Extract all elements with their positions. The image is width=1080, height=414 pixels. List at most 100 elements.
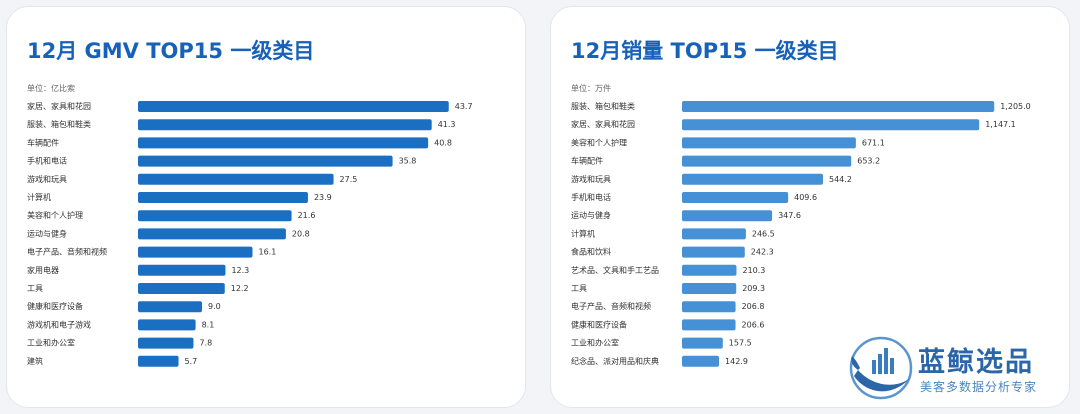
bar	[138, 119, 432, 131]
category-label: 车辆配件	[27, 137, 59, 147]
logo-name: 蓝鲸选品	[918, 347, 1034, 378]
value-label: 210.3	[742, 266, 765, 275]
category-label: 服装、箱包和鞋类	[571, 101, 635, 111]
bar	[682, 228, 746, 240]
category-label: 建筑	[27, 356, 43, 366]
category-label: 电子产品、音频和视频	[571, 301, 651, 311]
value-label: 40.8	[434, 138, 452, 147]
bar	[138, 228, 286, 240]
value-label: 12.2	[231, 284, 249, 293]
category-label: 车辆配件	[571, 156, 603, 166]
bar	[682, 246, 745, 258]
bar	[682, 301, 736, 313]
category-label: 家居、家具和花园	[27, 101, 91, 111]
category-label: 手机和电话	[27, 156, 67, 166]
bar	[138, 137, 429, 149]
bar	[682, 155, 852, 167]
bar	[682, 355, 720, 367]
category-label: 纪念品、派对用品和庆典	[571, 356, 659, 366]
bar	[682, 210, 773, 222]
bar	[138, 246, 253, 258]
bar	[138, 337, 194, 349]
bar	[138, 173, 334, 185]
bar	[682, 137, 856, 149]
gmv-chart-card: 12月 GMV TOP15 一级类目 单位：亿比索 家居、家具和花园 43.7 服装…	[6, 6, 526, 408]
value-label: 157.5	[729, 339, 752, 348]
category-label: 电子产品、音频和视频	[27, 247, 107, 257]
category-label: 美容和个人护理	[27, 210, 83, 220]
bar	[682, 264, 737, 276]
bar	[682, 173, 824, 185]
value-label: 12.3	[231, 266, 249, 275]
category-label: 游戏机和电子游戏	[27, 319, 91, 329]
category-label: 游戏和玩具	[571, 174, 611, 184]
value-label: 16.1	[258, 248, 276, 257]
bar	[682, 319, 736, 331]
value-label: 23.9	[314, 193, 332, 202]
bar	[138, 355, 179, 367]
value-label: 544.2	[829, 175, 852, 184]
sales-chart-card: 12月销量 TOP15 一级类目 单位：万件 服装、箱包和鞋类 1,205.0 家居…	[550, 6, 1070, 408]
sales-chart-title: 12月销量 TOP15 一级类目	[571, 39, 839, 63]
value-label: 43.7	[455, 102, 473, 111]
whale-logo-icon	[849, 336, 913, 400]
value-label: 7.8	[199, 339, 212, 348]
gmv-unit-label: 单位：亿比索	[27, 84, 75, 93]
value-label: 409.6	[794, 193, 817, 202]
category-label: 运动与健身	[27, 228, 67, 238]
category-label: 工业和办公室	[27, 338, 75, 348]
category-label: 工业和办公室	[571, 338, 619, 348]
category-label: 食品和饮料	[571, 247, 611, 257]
category-label: 计算机	[27, 192, 51, 202]
bar	[682, 192, 789, 203]
sales-unit-label: 单位：万件	[571, 84, 611, 93]
value-label: 206.6	[742, 320, 765, 329]
category-label: 艺术品、文具和手工艺品	[571, 265, 659, 275]
value-label: 242.3	[751, 248, 774, 257]
bar	[682, 283, 737, 294]
bar	[138, 301, 202, 313]
value-label: 246.5	[752, 229, 775, 238]
gmv-chart-title: 12月 GMV TOP15 一级类目	[27, 39, 315, 63]
category-label: 工具	[571, 284, 587, 293]
value-label: 1,147.1	[985, 120, 1016, 129]
category-label: 家居、家具和花园	[571, 119, 635, 129]
bar	[138, 283, 225, 294]
category-label: 游戏和玩具	[27, 174, 67, 184]
category-label: 运动与健身	[571, 210, 611, 220]
value-label: 41.3	[438, 120, 456, 129]
category-label: 家用电器	[27, 265, 59, 275]
category-label: 健康和医疗设备	[27, 301, 83, 311]
gmv-bar-chart: 家居、家具和花园 43.7 服装、箱包和鞋类 41.3 车辆配件 40.8 手机和电话 35.…	[27, 101, 473, 367]
value-label: 209.3	[742, 284, 765, 293]
sales-bar-chart: 服装、箱包和鞋类 1,205.0 家居、家具和花园 1,147.1 美容和个人护理 671…	[571, 101, 1031, 367]
category-label: 健康和医疗设备	[571, 319, 627, 329]
value-label: 35.8	[399, 157, 417, 166]
value-label: 9.0	[208, 302, 221, 311]
category-label: 计算机	[571, 228, 595, 238]
category-label: 服装、箱包和鞋类	[27, 119, 91, 129]
value-label: 21.6	[298, 211, 316, 220]
category-label: 美容和个人护理	[571, 137, 627, 147]
bar	[682, 101, 995, 112]
value-label: 1,205.0	[1000, 102, 1031, 111]
value-label: 27.5	[340, 175, 358, 184]
brand-logo: 蓝鲸选品 美客多数据分析专家	[848, 330, 1070, 406]
bar	[138, 210, 292, 222]
value-label: 8.1	[202, 320, 215, 329]
bar	[138, 155, 393, 167]
value-label: 206.8	[742, 302, 765, 311]
category-label: 手机和电话	[571, 192, 611, 202]
bar	[138, 101, 449, 112]
value-label: 671.1	[862, 138, 885, 147]
logo-slogan: 美客多数据分析专家	[920, 380, 1038, 394]
bar	[682, 337, 723, 349]
value-label: 5.7	[185, 357, 198, 366]
bar	[138, 192, 308, 203]
value-label: 653.2	[857, 157, 880, 166]
value-label: 20.8	[292, 229, 310, 238]
bar	[138, 319, 196, 331]
value-label: 347.6	[778, 211, 801, 220]
category-label: 工具	[27, 284, 43, 293]
bar	[138, 264, 226, 276]
